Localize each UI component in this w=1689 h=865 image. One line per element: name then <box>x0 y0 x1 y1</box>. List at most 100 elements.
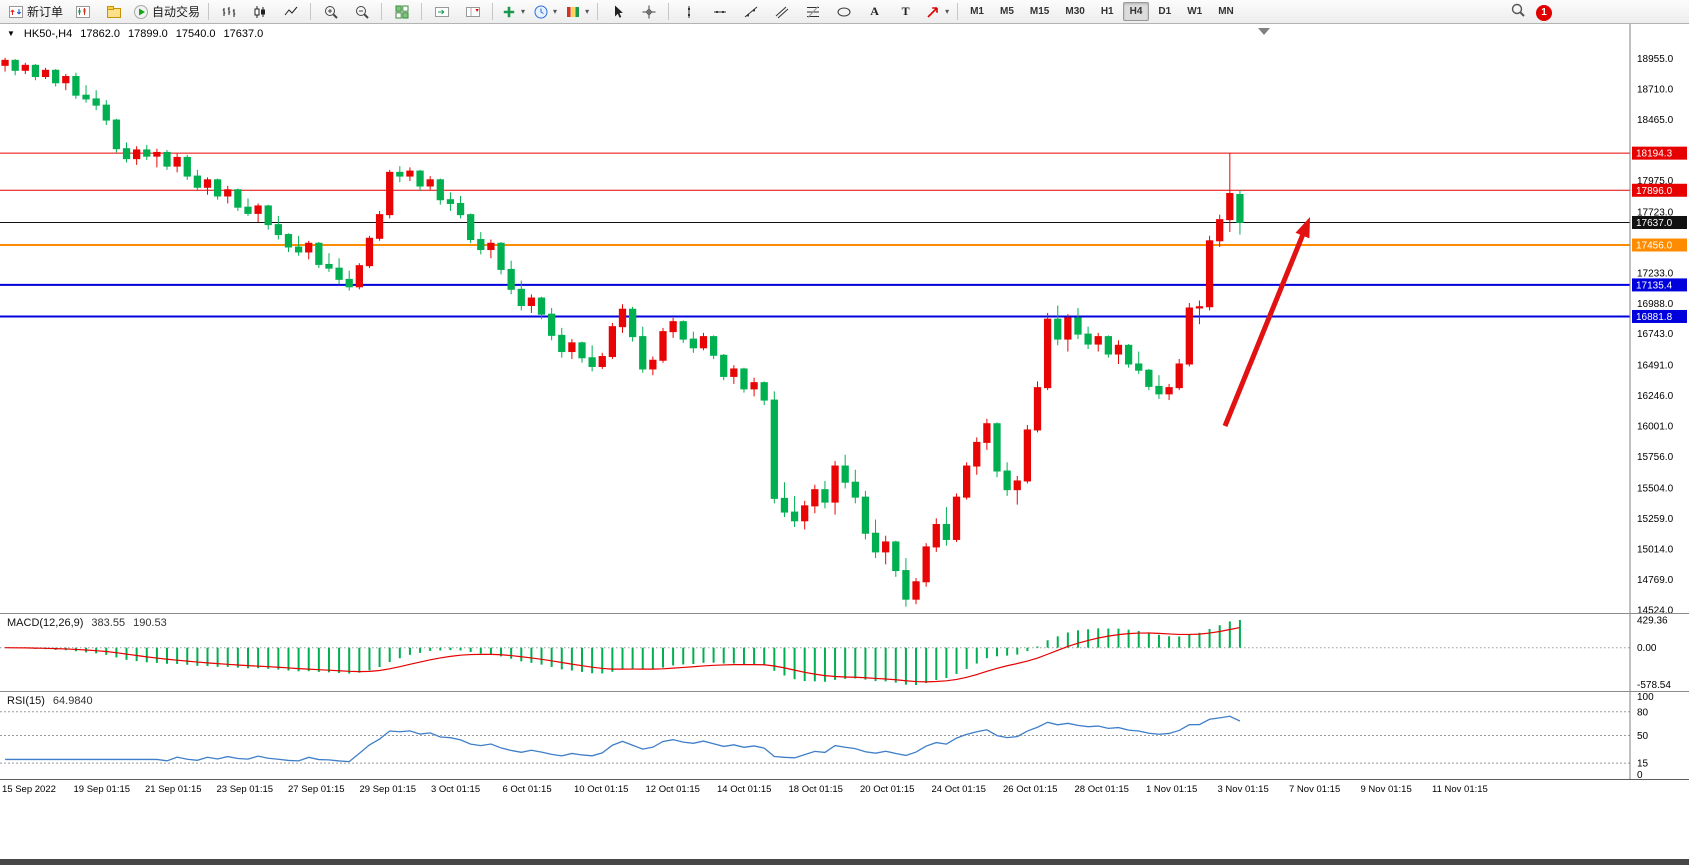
profiles-button[interactable] <box>98 1 129 23</box>
cursor-button[interactable] <box>602 1 633 23</box>
tile-windows-button[interactable] <box>386 1 417 23</box>
svg-text:17456.0: 17456.0 <box>1636 241 1673 252</box>
macd-histogram <box>14 620 1241 685</box>
trend-arrow-head[interactable] <box>1295 217 1310 239</box>
fibo-icon <box>805 4 821 20</box>
templates-button[interactable]: ▾ <box>561 1 593 23</box>
toolbar-separator <box>381 3 383 20</box>
indicators-button[interactable]: ▾ <box>497 1 529 23</box>
time-axis-label: 27 Sep 01:15 <box>288 784 345 795</box>
time-axis-label: 21 Sep 01:15 <box>145 784 202 795</box>
dropdown-arrow-icon[interactable]: ▾ <box>585 7 590 16</box>
time-axis-label: 12 Oct 01:15 <box>645 784 700 795</box>
new-order-button[interactable]: 新订单 <box>4 1 67 23</box>
autotrading-button-label: 自动交易 <box>152 5 201 19</box>
timeframe-M15[interactable]: M15 <box>1029 6 1050 17</box>
chartshift-icon <box>465 4 481 20</box>
dropdown-arrow-icon[interactable]: ▾ <box>945 7 950 16</box>
svg-text:18465.0: 18465.0 <box>1637 115 1674 126</box>
timeframe-M1[interactable]: M1 <box>970 6 984 17</box>
cross-icon <box>641 4 657 20</box>
arrows-button[interactable]: ▾ <box>921 1 953 23</box>
pane-splitter[interactable] <box>0 613 1689 614</box>
window-background <box>0 801 1689 859</box>
crosshair-button[interactable] <box>633 1 664 23</box>
rsi-header: RSI(15) 64.9840 <box>7 695 93 707</box>
time-axis-label: 3 Oct 01:15 <box>431 784 481 795</box>
chart-header: ▼ HK50-,H4 17862.0 17899.0 17540.0 17637… <box>7 28 263 40</box>
dropdown-arrow-icon[interactable]: ▾ <box>521 7 526 16</box>
new-chart-button[interactable] <box>67 1 98 23</box>
trend-arrow-annotation[interactable] <box>1222 226 1309 427</box>
timeframe-M5[interactable]: M5 <box>1000 6 1014 17</box>
autotrading-button[interactable]: 自动交易 <box>129 1 204 23</box>
text-label-button[interactable]: T <box>890 1 921 23</box>
indicator-icon <box>501 4 517 20</box>
svg-text:16988.0: 16988.0 <box>1637 299 1674 310</box>
time-axis-label: 3 Nov 01:15 <box>1217 784 1269 795</box>
svg-text:15014.0: 15014.0 <box>1637 544 1674 555</box>
macd-header: MACD(12,26,9) 383.55 190.53 <box>7 617 167 629</box>
vline-icon <box>681 4 697 20</box>
toolbar-separator <box>421 3 423 20</box>
chart-shift-marker[interactable] <box>1258 28 1270 35</box>
toolbar-separator <box>957 3 959 20</box>
auto-scroll-button[interactable] <box>426 1 457 23</box>
pane-splitter[interactable] <box>0 691 1689 692</box>
channel-button[interactable] <box>766 1 797 23</box>
shapes-icon <box>836 4 852 20</box>
candlestick-chart-button[interactable] <box>244 1 275 23</box>
zoom-in-button[interactable] <box>315 1 346 23</box>
toolbar-separator <box>492 3 494 20</box>
line-chart-button[interactable] <box>275 1 306 23</box>
timeframe-M30[interactable]: M30 <box>1065 6 1085 17</box>
rsi-label: RSI(15) <box>7 695 45 707</box>
time-axis-label: 6 Oct 01:15 <box>502 784 552 795</box>
time-axis-label: 29 Sep 01:15 <box>359 784 417 795</box>
ellipse-button[interactable] <box>828 1 859 23</box>
symbol-period-label: HK50-,H4 <box>23 28 73 40</box>
time-axis[interactable]: 15 Sep 2022 19 Sep 01:15 21 Sep 01:15 23 Se… <box>0 779 1689 801</box>
horizontal-line-button[interactable] <box>704 1 735 23</box>
svg-text:18955.0: 18955.0 <box>1637 54 1674 65</box>
window-bottom-edge <box>0 859 1689 865</box>
open-value: 17862.0 <box>80 28 120 40</box>
zoom-out-button[interactable] <box>346 1 377 23</box>
text-button[interactable]: A <box>859 1 890 23</box>
search-icon[interactable] <box>1510 2 1526 23</box>
time-axis-label: 20 Oct 01:15 <box>860 784 915 795</box>
vertical-line-button[interactable] <box>673 1 704 23</box>
periods-button[interactable]: ▾ <box>529 1 561 23</box>
rsi-axis-label: 80 <box>1637 707 1649 718</box>
one-click-trading-toggle-icon[interactable]: ▼ <box>7 29 15 38</box>
timeframe-D1[interactable]: D1 <box>1158 6 1172 17</box>
bar-chart-button[interactable] <box>213 1 244 23</box>
notifications-badge[interactable]: 1 <box>1536 4 1552 21</box>
svg-text:15756.0: 15756.0 <box>1637 452 1674 463</box>
price-axis[interactable]: 18955.0 18710.0 18465.0 17975.0 17723.0 17233… <box>1632 54 1687 613</box>
svg-text:16743.0: 16743.0 <box>1637 329 1674 340</box>
template-icon <box>565 4 581 20</box>
dropdown-arrow-icon[interactable]: ▾ <box>553 7 558 16</box>
timeframe-W1[interactable]: W1 <box>1187 6 1203 17</box>
fibonacci-button[interactable] <box>797 1 828 23</box>
timeframe-H1[interactable]: H1 <box>1100 6 1114 17</box>
svg-text:16246.0: 16246.0 <box>1637 391 1674 402</box>
time-axis-label: 26 Oct 01:15 <box>1003 784 1058 795</box>
profiles-icon <box>106 4 122 20</box>
svg-text:18194.3: 18194.3 <box>1636 149 1673 160</box>
time-axis-label: 10 Oct 01:15 <box>574 784 629 795</box>
timeframe-H4[interactable]: H4 <box>1122 2 1150 21</box>
new-order-button-label: 新订单 <box>27 5 64 19</box>
macd-axis-label: -578.54 <box>1637 680 1671 691</box>
rsi-axis-label: 0 <box>1637 770 1643 779</box>
time-axis-label: 18 Oct 01:15 <box>788 784 843 795</box>
chart-shift-button[interactable] <box>457 1 488 23</box>
trendline-button[interactable] <box>735 1 766 23</box>
text-button-glyph: A <box>870 4 879 18</box>
svg-text:14769.0: 14769.0 <box>1637 575 1674 586</box>
high-value: 17899.0 <box>127 28 168 40</box>
macd-pane: 429.36 0.00 -578.54 MACD(12,26,9) 383.55 1… <box>0 614 1689 691</box>
timeframe-MN[interactable]: MN <box>1218 6 1234 17</box>
time-axis-label: 15 Sep 2022 <box>2 784 56 795</box>
